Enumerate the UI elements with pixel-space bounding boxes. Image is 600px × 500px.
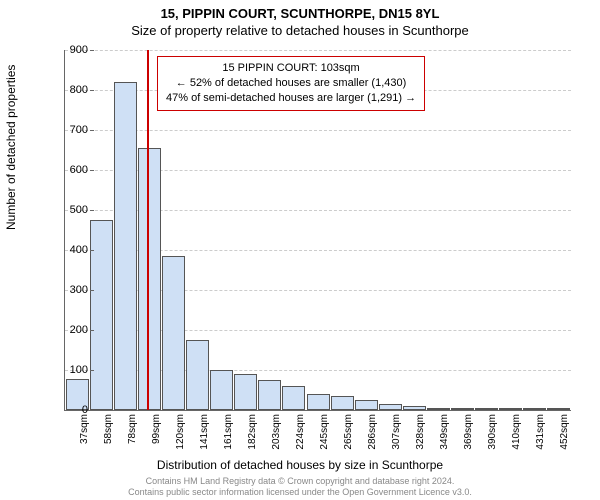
x-tick-label: 265sqm bbox=[343, 414, 354, 460]
x-axis-label: Distribution of detached houses by size … bbox=[0, 458, 600, 472]
histogram-bar bbox=[523, 408, 546, 410]
title-main: 15, PIPPIN COURT, SCUNTHORPE, DN15 8YL bbox=[0, 0, 600, 21]
y-tick-label: 200 bbox=[48, 324, 88, 336]
histogram-bar bbox=[403, 406, 426, 410]
histogram-bar bbox=[547, 408, 570, 410]
histogram-bar bbox=[210, 370, 233, 410]
x-tick-label: 245sqm bbox=[319, 414, 330, 460]
x-tick-label: 349sqm bbox=[439, 414, 450, 460]
histogram-bar bbox=[499, 408, 522, 410]
footer-attribution: Contains HM Land Registry data © Crown c… bbox=[0, 476, 600, 498]
histogram-bar bbox=[258, 380, 281, 410]
histogram-bar bbox=[114, 82, 137, 410]
info-box-line: 15 PIPPIN COURT: 103sqm bbox=[166, 61, 416, 76]
x-tick-label: 390sqm bbox=[487, 414, 498, 460]
histogram-bar bbox=[90, 220, 113, 410]
histogram-bar bbox=[427, 408, 450, 410]
title-sub: Size of property relative to detached ho… bbox=[0, 21, 600, 38]
x-tick-label: 161sqm bbox=[223, 414, 234, 460]
y-axis-label: Number of detached properties bbox=[4, 65, 18, 230]
histogram-bar bbox=[379, 404, 402, 410]
x-tick-label: 307sqm bbox=[391, 414, 402, 460]
x-tick-label: 99sqm bbox=[151, 414, 162, 460]
x-tick-label: 120sqm bbox=[175, 414, 186, 460]
footer-line-2: Contains public sector information licen… bbox=[0, 487, 600, 498]
y-tick-label: 800 bbox=[48, 84, 88, 96]
gridline bbox=[65, 130, 571, 131]
x-tick-label: 410sqm bbox=[511, 414, 522, 460]
x-tick-label: 37sqm bbox=[79, 414, 90, 460]
histogram-bar bbox=[331, 396, 354, 410]
x-tick-label: 286sqm bbox=[367, 414, 378, 460]
x-tick-label: 141sqm bbox=[199, 414, 210, 460]
gridline bbox=[65, 50, 571, 51]
y-tick-label: 300 bbox=[48, 284, 88, 296]
histogram-bar bbox=[138, 148, 161, 410]
y-tick-label: 100 bbox=[48, 364, 88, 376]
info-box-line: 47% of semi-detached houses are larger (… bbox=[166, 91, 416, 106]
y-tick-label: 500 bbox=[48, 204, 88, 216]
y-tick-label: 600 bbox=[48, 164, 88, 176]
x-tick-label: 328sqm bbox=[415, 414, 426, 460]
x-tick-label: 431sqm bbox=[535, 414, 546, 460]
histogram-bar bbox=[307, 394, 330, 410]
histogram-bar bbox=[475, 408, 498, 410]
info-box-line: ← 52% of detached houses are smaller (1,… bbox=[166, 76, 416, 91]
y-tick-label: 700 bbox=[48, 124, 88, 136]
footer-line-1: Contains HM Land Registry data © Crown c… bbox=[0, 476, 600, 487]
x-tick-label: 182sqm bbox=[247, 414, 258, 460]
x-tick-label: 203sqm bbox=[271, 414, 282, 460]
histogram-chart: 15 PIPPIN COURT: 103sqm← 52% of detached… bbox=[64, 50, 571, 411]
histogram-bar bbox=[186, 340, 209, 410]
histogram-bar bbox=[355, 400, 378, 410]
y-tick-label: 900 bbox=[48, 44, 88, 56]
x-tick-label: 224sqm bbox=[295, 414, 306, 460]
x-tick-label: 452sqm bbox=[559, 414, 570, 460]
property-marker-line bbox=[147, 50, 149, 410]
x-tick-label: 369sqm bbox=[463, 414, 474, 460]
histogram-bar bbox=[234, 374, 257, 410]
x-tick-label: 78sqm bbox=[127, 414, 138, 460]
histogram-bar bbox=[451, 408, 474, 410]
histogram-bar bbox=[162, 256, 185, 410]
x-tick-label: 58sqm bbox=[103, 414, 114, 460]
property-info-box: 15 PIPPIN COURT: 103sqm← 52% of detached… bbox=[157, 56, 425, 111]
histogram-bar bbox=[282, 386, 305, 410]
y-tick-label: 400 bbox=[48, 244, 88, 256]
